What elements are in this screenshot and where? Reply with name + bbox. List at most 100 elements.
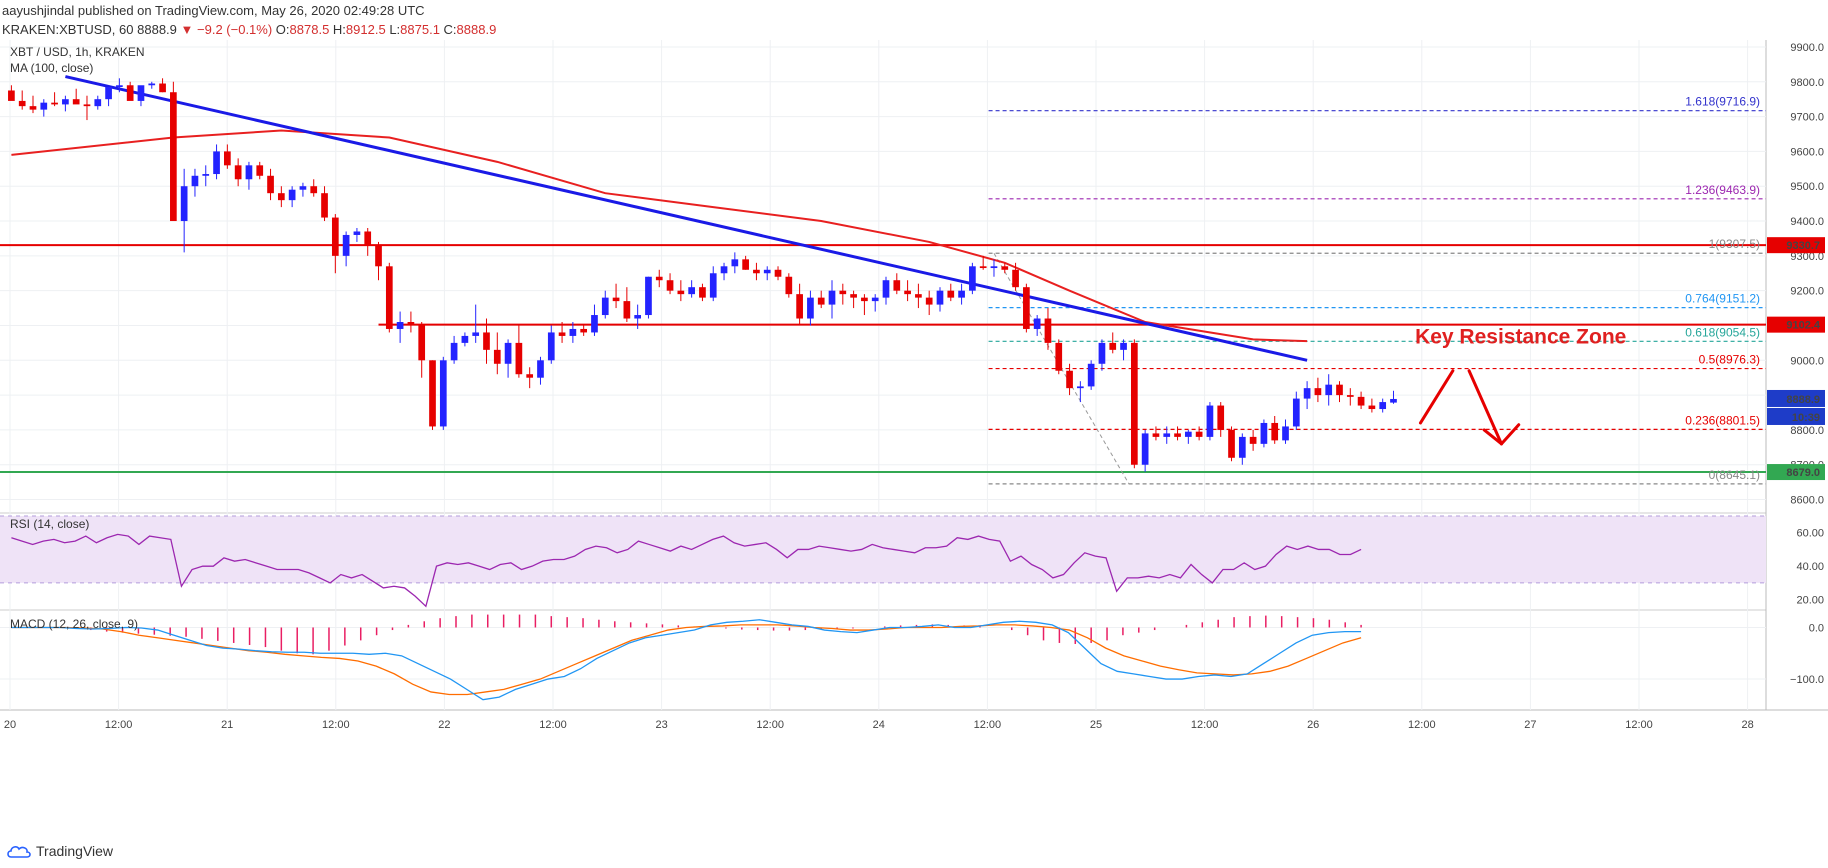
candle-body[interactable] bbox=[1001, 266, 1009, 270]
candle-body[interactable] bbox=[137, 85, 145, 101]
candle-body[interactable] bbox=[990, 266, 998, 269]
candle-body[interactable] bbox=[1023, 287, 1030, 329]
candle-body[interactable] bbox=[1141, 433, 1149, 465]
candle-body[interactable] bbox=[969, 266, 976, 291]
candle-body[interactable] bbox=[450, 342, 458, 361]
candle-body[interactable] bbox=[1120, 342, 1127, 350]
candle-body[interactable] bbox=[1325, 384, 1333, 396]
candle-body[interactable] bbox=[612, 297, 620, 302]
candle-body[interactable] bbox=[850, 294, 857, 298]
candle-body[interactable] bbox=[159, 83, 166, 93]
candle-body[interactable] bbox=[1292, 398, 1300, 427]
candle-body[interactable] bbox=[1368, 405, 1376, 410]
candle-body[interactable] bbox=[1346, 395, 1354, 397]
candle-body[interactable] bbox=[807, 297, 814, 319]
candle-body[interactable] bbox=[385, 266, 393, 329]
candle-body[interactable] bbox=[148, 83, 156, 86]
candle-body[interactable] bbox=[785, 276, 793, 295]
candle-body[interactable] bbox=[958, 290, 965, 298]
candle-body[interactable] bbox=[213, 151, 220, 175]
candle-body[interactable] bbox=[1109, 342, 1117, 350]
candle-body[interactable] bbox=[979, 266, 987, 269]
macd-pane[interactable]: MACD (12, 26, close, 9) bbox=[10, 614, 1362, 701]
candle-body[interactable] bbox=[601, 297, 609, 316]
candle-body[interactable] bbox=[310, 186, 318, 194]
tradingview-logo[interactable]: TradingView bbox=[6, 843, 113, 859]
candle-body[interactable] bbox=[1249, 436, 1257, 444]
candle-body[interactable] bbox=[839, 290, 847, 295]
candle-body[interactable] bbox=[504, 342, 512, 364]
candle-body[interactable] bbox=[882, 280, 890, 298]
candle-body[interactable] bbox=[331, 217, 339, 256]
candle-body[interactable] bbox=[1044, 318, 1052, 343]
candle-body[interactable] bbox=[483, 332, 490, 350]
candle-body[interactable] bbox=[655, 276, 663, 281]
candle-body[interactable] bbox=[1055, 342, 1063, 371]
candle-body[interactable] bbox=[526, 374, 534, 378]
candle-body[interactable] bbox=[796, 294, 803, 319]
candle-body[interactable] bbox=[666, 280, 674, 291]
candle-body[interactable] bbox=[817, 297, 825, 305]
candle-body[interactable] bbox=[871, 297, 879, 302]
candle-body[interactable] bbox=[364, 231, 372, 246]
candle-body[interactable] bbox=[1206, 405, 1214, 437]
candle-body[interactable] bbox=[126, 85, 134, 101]
candle-body[interactable] bbox=[731, 259, 739, 267]
candle-body[interactable] bbox=[288, 189, 296, 201]
candle-body[interactable] bbox=[51, 102, 58, 105]
candle-body[interactable] bbox=[1066, 370, 1073, 389]
candle-body[interactable] bbox=[1087, 363, 1095, 387]
candle-body[interactable] bbox=[936, 290, 944, 305]
candle-body[interactable] bbox=[537, 360, 544, 378]
author-name[interactable]: aayushjindal bbox=[2, 3, 75, 18]
candle-body[interactable] bbox=[493, 349, 501, 364]
candle-body[interactable] bbox=[321, 193, 328, 218]
candle-body[interactable] bbox=[1357, 396, 1365, 406]
rsi-pane[interactable]: RSI (14, close) bbox=[0, 515, 1766, 608]
candle-body[interactable] bbox=[547, 332, 555, 361]
candle-body[interactable] bbox=[1098, 342, 1106, 364]
candle-body[interactable] bbox=[1238, 436, 1246, 458]
candle-body[interactable] bbox=[1314, 388, 1322, 396]
candle-body[interactable] bbox=[558, 332, 566, 336]
candle-body[interactable] bbox=[1152, 433, 1160, 437]
candle-body[interactable] bbox=[234, 165, 242, 180]
chart-canvas[interactable]: XBT / USD, 1h, KRAKEN MA (100, close) 1.61… bbox=[0, 40, 1828, 830]
candle-body[interactable] bbox=[461, 335, 469, 343]
candle-body[interactable] bbox=[267, 175, 274, 194]
candle-body[interactable] bbox=[742, 259, 749, 270]
candle-body[interactable] bbox=[1379, 402, 1387, 410]
candle-body[interactable] bbox=[1195, 431, 1203, 437]
candle-body[interactable] bbox=[893, 280, 901, 291]
candle-body[interactable] bbox=[429, 360, 436, 427]
candle-body[interactable] bbox=[116, 85, 123, 87]
candle-body[interactable] bbox=[709, 273, 717, 298]
candle-body[interactable] bbox=[515, 342, 523, 375]
candle-body[interactable] bbox=[256, 165, 264, 176]
candle-body[interactable] bbox=[170, 92, 177, 222]
candle-body[interactable] bbox=[1228, 429, 1235, 458]
candle-body[interactable] bbox=[1217, 405, 1225, 430]
candle-body[interactable] bbox=[1012, 269, 1019, 288]
candle-body[interactable] bbox=[62, 99, 69, 105]
bearish-trendline[interactable] bbox=[65, 75, 1308, 362]
candle-body[interactable] bbox=[645, 276, 652, 316]
candle-body[interactable] bbox=[591, 315, 598, 333]
ma100-line[interactable] bbox=[11, 129, 1308, 343]
candle-body[interactable] bbox=[407, 322, 415, 326]
rsi-line[interactable] bbox=[11, 533, 1362, 608]
candle-body[interactable] bbox=[83, 104, 91, 107]
candle-body[interactable] bbox=[29, 106, 37, 110]
candle-body[interactable] bbox=[40, 102, 48, 110]
candle-body[interactable] bbox=[1184, 431, 1192, 437]
candle-body[interactable] bbox=[1163, 433, 1171, 437]
candle-body[interactable] bbox=[947, 290, 955, 298]
candle-body[interactable] bbox=[375, 245, 382, 267]
candle-body[interactable] bbox=[861, 297, 868, 302]
candle-body[interactable] bbox=[1303, 388, 1311, 399]
candle-body[interactable] bbox=[1271, 422, 1279, 441]
candle-body[interactable] bbox=[277, 193, 285, 201]
candle-body[interactable] bbox=[699, 287, 706, 298]
candle-body[interactable] bbox=[915, 294, 922, 298]
candle-body[interactable] bbox=[8, 90, 15, 101]
